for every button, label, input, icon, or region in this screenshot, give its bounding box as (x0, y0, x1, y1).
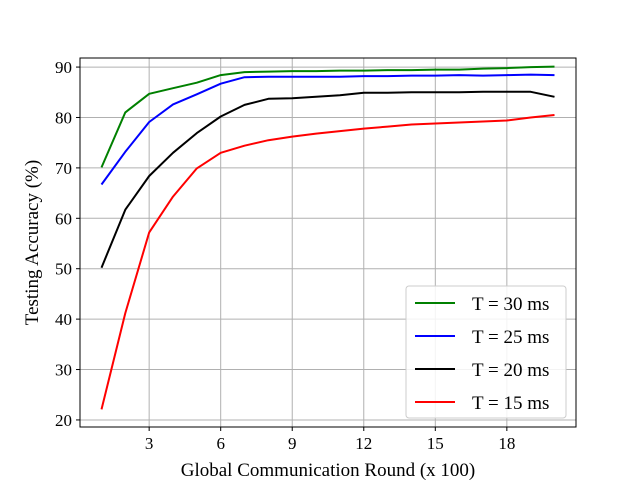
y-tick-label: 80 (55, 108, 72, 127)
series-line-25ms (100, 73, 555, 186)
y-tick-label: 90 (55, 58, 72, 77)
series-line-15ms (100, 114, 555, 410)
y-tick-label: 60 (55, 209, 72, 228)
plot-frame (79, 57, 577, 428)
x-tick-label: 9 (288, 434, 297, 453)
x-tick-label: 3 (145, 434, 154, 453)
legend-label: T = 20 ms (472, 360, 549, 381)
legend-label: T = 15 ms (472, 393, 549, 414)
x-axis-title: Global Communication Round (x 100) (181, 460, 475, 480)
y-tick-label: 50 (55, 260, 72, 279)
x-tick-label: 15 (427, 434, 444, 453)
series-lines (100, 65, 555, 410)
series-line-30ms (100, 65, 555, 168)
y-axis-title: Testing Accuracy (%) (22, 160, 43, 325)
axis-ticks: 3 6 9 12 15 18 20 30 40 50 60 70 80 90 (55, 58, 515, 453)
legend-label: T = 30 ms (472, 294, 549, 315)
y-tick-label: 70 (55, 159, 72, 178)
x-tick-label: 18 (498, 434, 515, 453)
x-tick-label: 6 (216, 434, 225, 453)
y-tick-label: 20 (55, 411, 72, 430)
legend: T = 30 ms T = 25 ms T = 20 ms T = 15 ms (405, 285, 567, 419)
y-tick-label: 30 (55, 361, 72, 380)
x-tick-label: 12 (355, 434, 372, 453)
series-line-20ms (100, 90, 555, 269)
y-tick-label: 40 (55, 310, 72, 329)
legend-box (405, 285, 567, 419)
legend-label: T = 25 ms (472, 327, 549, 348)
